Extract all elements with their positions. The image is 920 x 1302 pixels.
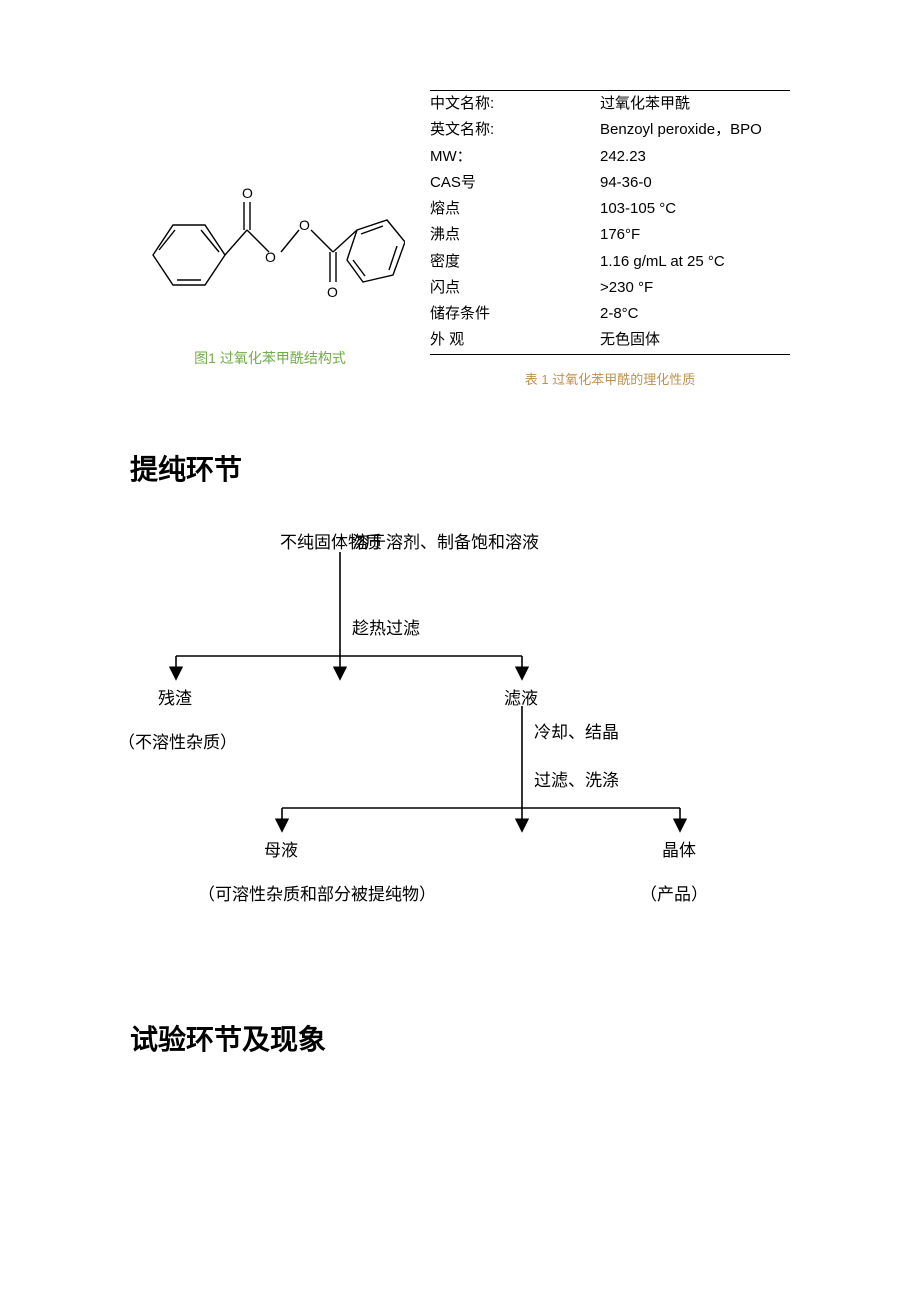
benzoyl-peroxide-structure: O O O O [135,160,405,330]
table-row: 外 观无色固体 [430,327,790,353]
table-row: 英文名称:Benzoyl peroxide，BPO [430,117,790,143]
svg-text:O: O [299,217,310,233]
flow-node-filtrate: 滤液 [504,684,538,709]
top-section: O O O O 图1 过氧化苯甲酰结构式 中文名称:过氧化苯甲酰 英文名称:Be… [130,90,790,388]
flow-edge-cool: 冷却、结晶 [534,718,619,743]
prop-label: 中文名称: [430,91,600,117]
prop-value: 过氧化苯甲酰 [600,91,790,117]
table-row: 储存条件2-8°C [430,301,790,327]
prop-label: 沸点 [430,222,600,248]
flow-node-residue: 残渣 [158,684,192,709]
prop-value: 1.16 g/mL at 25 °C [600,249,790,275]
flow-node-mother: 母液 [264,836,298,861]
prop-value: 103-105 °C [600,196,790,222]
properties-column: 中文名称:过氧化苯甲酰 英文名称:Benzoyl peroxide，BPO MW… [430,90,790,388]
table-caption: 表 1 过氧化苯甲酰的理化性质 [430,369,790,388]
table-row: MW： 242.23 [430,144,790,170]
table-row: 沸点176°F [430,222,790,248]
properties-table: 中文名称:过氧化苯甲酰 英文名称:Benzoyl peroxide，BPO MW… [430,90,790,355]
prop-label: 储存条件 [430,301,600,327]
prop-value: 94-36-0 [600,170,790,196]
prop-label: 闪点 [430,275,600,301]
prop-value: Benzoyl peroxide，BPO [600,117,790,143]
table-row: 闪点>230 °F [430,275,790,301]
prop-value: 176°F [600,222,790,248]
table-row: CAS号94-36-0 [430,170,790,196]
prop-value: 无色固体 [600,327,790,353]
structure-column: O O O O 图1 过氧化苯甲酰结构式 [130,90,410,368]
flow-note-residue: （不溶性杂质） [118,728,237,753]
table-row: 密度1.16 g/mL at 25 °C [430,249,790,275]
prop-value: 2-8°C [600,301,790,327]
prop-label: CAS号 [430,170,600,196]
prop-label: 外 观 [430,327,600,353]
prop-label: MW： [430,144,600,170]
prop-label: 英文名称: [430,117,600,143]
table-row: 熔点103-105 °C [430,196,790,222]
svg-text:O: O [265,249,276,265]
flow-edge-dissolve: 溶于溶剂、制备饱和溶液 [352,528,539,553]
prop-label: 熔点 [430,196,600,222]
flow-node-crystal: 晶体 [662,836,696,861]
table-row: 中文名称:过氧化苯甲酰 [430,91,790,117]
flowchart: 不纯固体物质 溶于溶剂、制备饱和溶液 趁热过滤 残渣 （不溶性杂质） 滤液 冷却… [140,528,800,928]
figure-caption: 图1 过氧化苯甲酰结构式 [194,348,346,368]
flow-edge-wash: 过滤、洗涤 [534,766,619,791]
heading-experiment: 试验环节及现象 [130,1018,790,1058]
heading-purification: 提纯环节 [130,448,790,488]
flowchart-arrows [140,528,800,928]
flow-note-crystal: （产品） [640,880,708,905]
prop-label: 密度 [430,249,600,275]
flow-edge-hot-filter: 趁热过滤 [352,614,420,639]
prop-value: >230 °F [600,275,790,301]
prop-value: 242.23 [600,144,790,170]
svg-text:O: O [327,284,338,300]
svg-text:O: O [242,185,253,201]
flow-note-mother: （可溶性杂质和部分被提纯物） [198,880,436,905]
